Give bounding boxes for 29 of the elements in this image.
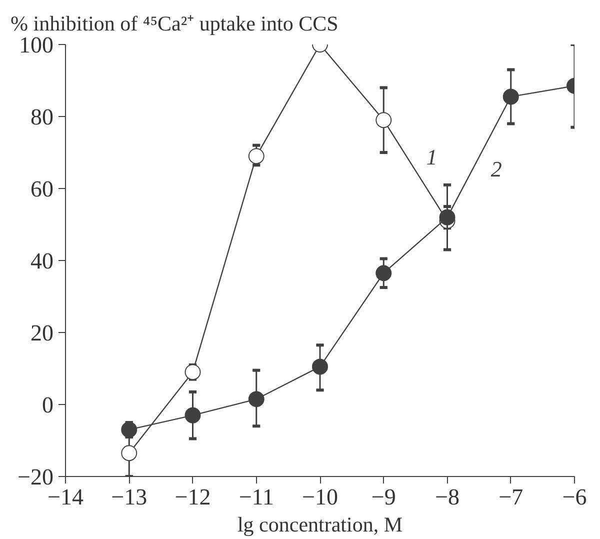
x-tick-label: −11 (238, 484, 274, 510)
point (248, 148, 264, 164)
x-tick-label: −7 (498, 484, 524, 510)
x-tick-label: −8 (435, 484, 460, 510)
point (121, 422, 138, 438)
point (502, 88, 519, 105)
point (184, 364, 201, 380)
x-tick-label: −12 (174, 484, 211, 510)
y-tick-label: 20 (30, 320, 54, 346)
x-tick-label: −10 (302, 484, 338, 510)
x-axis-title: lg concentration, M (237, 512, 403, 536)
point (376, 265, 392, 282)
point (184, 407, 201, 424)
series-label: 2 (490, 156, 502, 182)
x-tick-label: −6 (562, 484, 587, 510)
x-tick-label: −9 (371, 484, 396, 510)
series-label: 1 (426, 144, 438, 170)
point (312, 358, 328, 375)
point (248, 391, 264, 408)
y-tick-label: 40 (30, 248, 54, 274)
x-tick-label: −13 (111, 484, 148, 510)
y-axis-title: % inhibition of ⁴⁵Ca²⁺ uptake into CCS (10, 12, 338, 36)
point (376, 112, 392, 128)
y-tick-label: 0 (42, 392, 54, 418)
y-tick-label: 80 (30, 104, 54, 130)
y-tick-label: 60 (30, 176, 54, 202)
point (439, 209, 456, 226)
y-tick-label: 100 (19, 32, 54, 58)
point (121, 445, 138, 462)
